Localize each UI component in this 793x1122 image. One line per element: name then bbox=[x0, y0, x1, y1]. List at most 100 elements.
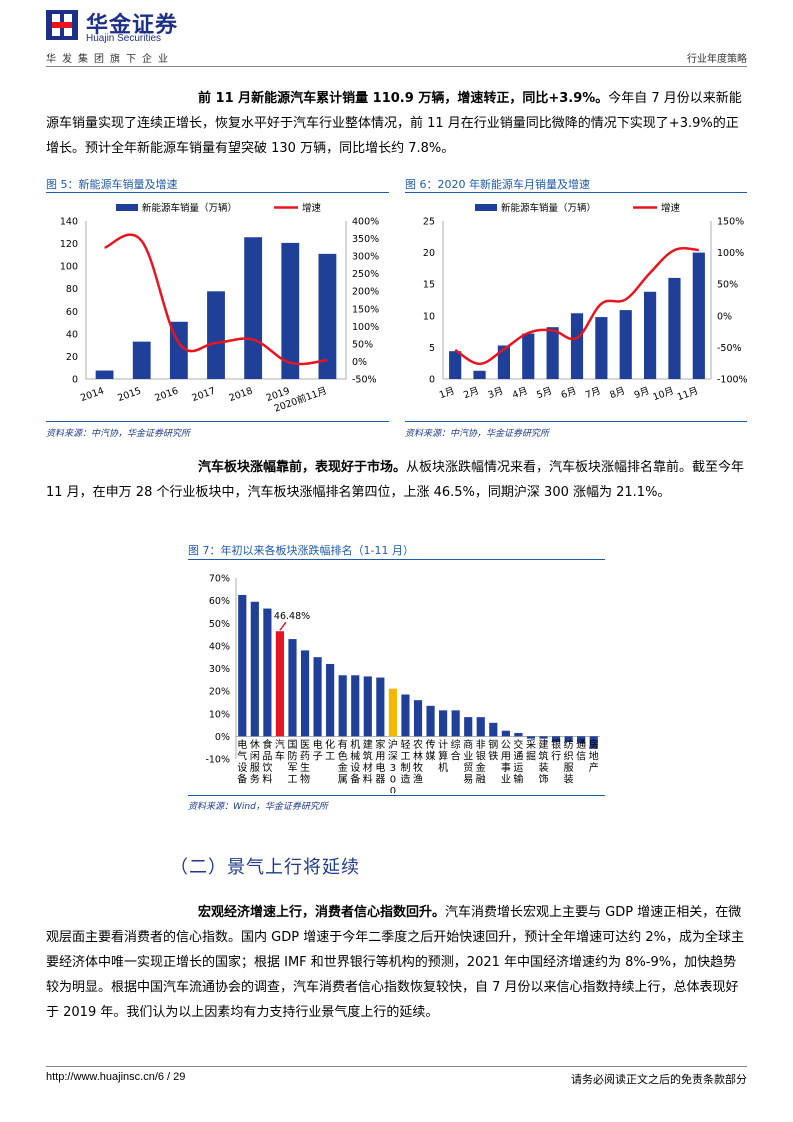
x-tick-label-char: 计 bbox=[438, 738, 448, 751]
fig5-title-rule bbox=[46, 192, 389, 193]
x-tick-label-char: 饮 bbox=[262, 761, 272, 774]
y-right-tick-label: 0% bbox=[717, 311, 732, 322]
y-left-tick-label: 15 bbox=[423, 280, 435, 291]
x-tick-label-char: 金 bbox=[338, 761, 348, 774]
bar-汽车 bbox=[275, 631, 285, 737]
paragraph-macro: 宏观经济增速上行，消费者信心指数回升。汽车消费增长宏观上主要与 GDP 增速正相… bbox=[46, 900, 747, 1025]
bar-非银金融 bbox=[476, 717, 485, 737]
chart-nev-annual-sales: 新能源车销量（万辆） 增速 0 20 40 60 80 100 120 140 -50% 0% 50% 1… bbox=[60, 202, 379, 415]
x-tick-label-char: 业 bbox=[501, 774, 511, 786]
paragraph-auto-sector-lead: 汽车板块涨幅靠前，表现好于市场。 bbox=[198, 460, 407, 475]
x-tick-label: 4月 bbox=[511, 385, 529, 401]
x-tick-label-char: 综 bbox=[451, 738, 461, 751]
report-type: 行业年度策略 bbox=[687, 54, 747, 65]
x-tick-label: 6月 bbox=[560, 385, 578, 401]
y-tick-label: 60% bbox=[209, 596, 230, 607]
x-tick-label-char: 医 bbox=[300, 739, 310, 751]
x-tick-label-char: 事 bbox=[501, 761, 511, 774]
bar-建筑材料 bbox=[363, 676, 372, 737]
x-tick-label-char: 饰 bbox=[539, 773, 549, 786]
x-tick-label-char: 车 bbox=[275, 750, 285, 763]
x-tick-label-char: 食 bbox=[262, 738, 272, 751]
x-tick-label-char: 机 bbox=[438, 761, 448, 774]
x-tick-label-char: 制 bbox=[400, 761, 410, 774]
y-right-tick-label: -100% bbox=[717, 375, 747, 386]
fig7-title-rule bbox=[188, 559, 605, 560]
x-tick-label-char: 电 bbox=[313, 738, 323, 751]
x-tick-label-char: 0 bbox=[390, 775, 396, 786]
brand-name-cn: 华金证券 bbox=[86, 13, 179, 38]
bar-1月 bbox=[449, 351, 462, 379]
growth-line bbox=[104, 233, 328, 366]
bar-休闲服务 bbox=[250, 601, 259, 737]
bar-采掘 bbox=[526, 736, 536, 739]
footer-url[interactable]: http://www.huajinsc.cn/6 / 29 bbox=[46, 1071, 186, 1083]
growth-line bbox=[454, 247, 699, 366]
y-left-tick-label: 80 bbox=[66, 284, 78, 295]
x-tick-label-char: 工 bbox=[287, 775, 297, 786]
x-tick-label-char: 有 bbox=[338, 738, 348, 751]
brand-name-en: Huajin Securities bbox=[86, 33, 162, 44]
fig6-title-rule bbox=[405, 192, 747, 193]
x-tick-label: 2017 bbox=[191, 385, 217, 404]
paragraph-nev-sales-lead: 前 11 月新能源汽车累计销量 110.9 万辆，增速转正，同比+3.9%。 bbox=[198, 91, 609, 106]
x-tick-label-char: 0 bbox=[390, 786, 396, 793]
y-left-tick-label: 140 bbox=[60, 217, 78, 228]
group-label: 华发集团旗下企业 bbox=[46, 54, 174, 65]
x-tick-label-char: 通 bbox=[513, 751, 523, 763]
bar-轻工制造 bbox=[401, 694, 410, 737]
fig6-source-rule bbox=[405, 421, 747, 422]
bar-沪深300 bbox=[388, 688, 397, 737]
y-right-tick-label: 250% bbox=[352, 269, 379, 280]
bar-8月 bbox=[619, 310, 632, 379]
y-left-tick-label: 10 bbox=[423, 311, 435, 322]
x-tick-label: 2018 bbox=[228, 385, 254, 404]
legend-label-line: 增速 bbox=[302, 202, 322, 214]
x-tick-label-char: 地 bbox=[589, 750, 599, 763]
x-tick-label-char: 属 bbox=[338, 774, 348, 786]
x-tick-label-char: 用 bbox=[375, 752, 385, 763]
x-tick-label-char: 闲 bbox=[250, 750, 260, 763]
x-tick-label-char: 建 bbox=[363, 738, 373, 751]
x-tick-label: 11月 bbox=[676, 385, 700, 403]
y-right-tick-label: 400% bbox=[352, 217, 379, 228]
x-tick-label: 1月 bbox=[438, 385, 456, 401]
x-tick-label-char: 输 bbox=[513, 773, 523, 786]
x-tick-label: 2月 bbox=[462, 385, 480, 401]
x-tick-label-char: 材 bbox=[363, 761, 373, 774]
x-tick-label: 5月 bbox=[535, 385, 553, 401]
x-tick-label-char: 防 bbox=[287, 750, 297, 763]
x-tick-label-char: 机 bbox=[350, 738, 360, 751]
y-right-tick-label: -50% bbox=[717, 343, 742, 354]
bar-2014 bbox=[95, 370, 114, 379]
x-tick-label-char: 信 bbox=[576, 751, 586, 763]
x-tick-label-char: 电 bbox=[375, 761, 385, 774]
legend-swatch-bar bbox=[116, 204, 138, 211]
bar-电气设备 bbox=[238, 594, 247, 737]
x-tick-label-char: 电 bbox=[237, 738, 247, 751]
y-left-tick-label: 20 bbox=[423, 248, 435, 259]
y-left-tick-label: 60 bbox=[66, 307, 78, 318]
x-tick-label-char: 用 bbox=[501, 752, 511, 763]
bar-综合 bbox=[451, 710, 460, 737]
bar-10月 bbox=[668, 277, 681, 379]
x-tick-label: 10月 bbox=[651, 385, 675, 403]
bar-国防军工 bbox=[288, 639, 297, 737]
bar-建筑装饰 bbox=[539, 736, 548, 739]
paragraph-macro-lead: 宏观经济增速上行，消费者信心指数回升。 bbox=[198, 905, 446, 920]
x-tick-label-char: 械 bbox=[350, 750, 360, 763]
paragraph-nev-sales: 前 11 月新能源汽车累计销量 110.9 万辆，增速转正，同比+3.9%。今年… bbox=[46, 86, 747, 161]
y-tick-label: 0% bbox=[215, 732, 230, 743]
bar-机械设备 bbox=[351, 675, 360, 737]
section-title: （二）景气上行将延续 bbox=[170, 857, 360, 878]
x-tick-label-char: 备 bbox=[237, 773, 247, 786]
x-tick-label-char: 传 bbox=[426, 739, 436, 751]
x-tick-label-char: 设 bbox=[237, 762, 247, 774]
x-tick-label-char: 钢 bbox=[488, 738, 498, 751]
x-tick-label-char: 造 bbox=[400, 773, 410, 786]
x-tick-label-char: 工 bbox=[325, 752, 335, 763]
x-tick-label-char: 运 bbox=[513, 762, 523, 774]
x-tick-label-char: 备 bbox=[350, 773, 360, 786]
bar-5月 bbox=[546, 327, 559, 379]
bar-商业贸易 bbox=[464, 717, 473, 737]
